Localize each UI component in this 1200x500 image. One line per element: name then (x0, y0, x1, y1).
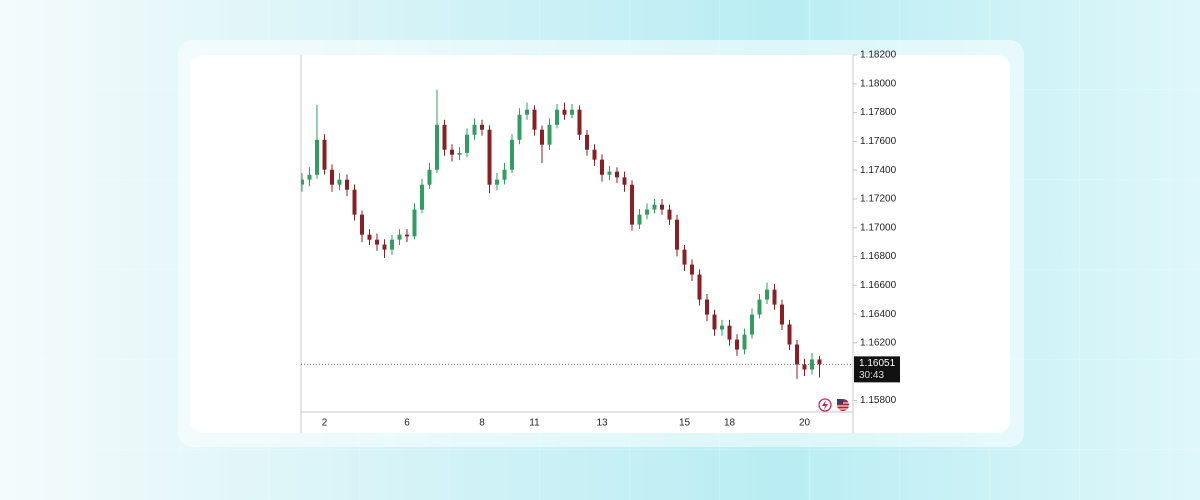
candle-body (495, 179, 499, 185)
candle-body (427, 169, 432, 185)
x-tick-label: 11 (529, 418, 540, 429)
candle-body (435, 124, 439, 170)
x-tick-label: 2 (322, 418, 328, 429)
candle-body (457, 152, 462, 155)
candle-body (795, 344, 799, 365)
candle-body (660, 204, 664, 210)
candle-body (337, 179, 342, 185)
y-tick-label: 1.17000 (860, 222, 897, 233)
countdown-label: 30:43 (859, 370, 884, 381)
candle-body (420, 184, 424, 210)
last-price-label: 1.16051 (859, 358, 896, 369)
candle-body (645, 209, 649, 215)
candle-body (465, 134, 469, 153)
y-tick-label: 1.16800 (860, 251, 897, 262)
y-tick-label: 1.16600 (860, 280, 897, 291)
candle-body (757, 299, 762, 315)
candle-body (390, 239, 394, 250)
flag-canton (837, 399, 843, 404)
candle-body (622, 177, 627, 185)
candle-body (727, 325, 732, 340)
candle-body (487, 129, 492, 185)
y-tick-label: 1.17600 (860, 136, 897, 147)
candle-body (780, 304, 784, 325)
candle-body (585, 134, 589, 150)
candle-body (547, 124, 552, 145)
candle-body (787, 324, 792, 345)
candle-body (750, 314, 754, 335)
event-icon-bolt (822, 400, 828, 410)
chart-card (190, 55, 1010, 433)
x-tick-label: 13 (596, 418, 608, 429)
y-tick-label: 1.17400 (860, 165, 897, 176)
candle-body (442, 124, 447, 150)
y-tick-label: 1.18000 (860, 78, 897, 89)
candle-body (607, 171, 612, 175)
candle-body (802, 364, 807, 370)
y-tick-label: 1.18200 (860, 50, 897, 61)
candle-body (322, 139, 327, 170)
candle-body (765, 289, 769, 300)
candle-body (352, 189, 357, 215)
candle-body (397, 234, 402, 240)
candle-body (682, 249, 687, 265)
candle-body (652, 204, 657, 210)
candle-body (367, 234, 372, 240)
candle-body (480, 124, 484, 130)
candle-body (577, 109, 582, 135)
candle-body (712, 314, 717, 330)
candle-body (532, 109, 537, 130)
last-price-box (854, 356, 900, 383)
y-tick-label: 1.16200 (860, 338, 897, 349)
candle-body (502, 169, 507, 180)
candle-body (315, 139, 319, 175)
candle-body (772, 289, 777, 305)
x-tick-label: 8 (479, 418, 485, 429)
y-tick-label: 1.17800 (860, 107, 897, 118)
candle-body (472, 124, 477, 135)
candle-body (637, 214, 642, 225)
candle-body (705, 299, 709, 315)
x-tick-label: 20 (799, 418, 811, 429)
candle-body (525, 109, 529, 115)
x-tick-label: 6 (404, 418, 410, 429)
candle-body (570, 109, 574, 115)
candle-body (592, 149, 597, 160)
candle-body (382, 244, 387, 250)
x-tick-label: 15 (679, 418, 691, 429)
candle-body (675, 219, 679, 250)
candle-body (615, 171, 619, 178)
candle-body (742, 334, 747, 350)
candle-body (562, 109, 567, 115)
candle-body (450, 149, 454, 155)
candle-body (667, 209, 672, 220)
candle-body (555, 109, 559, 125)
candle-body (375, 239, 379, 245)
y-tick-label: 1.16400 (860, 309, 897, 320)
candle-body (690, 264, 694, 275)
candle-body (720, 325, 724, 330)
candle-body (412, 209, 417, 237)
candle-body (345, 179, 349, 190)
candle-body (817, 359, 822, 365)
candle-body (630, 184, 634, 225)
x-tick-label: 18 (724, 418, 736, 429)
candle-body (301, 179, 304, 185)
candles (301, 89, 822, 379)
candle-body (330, 169, 334, 185)
candle-body (360, 214, 364, 235)
candle-body (735, 339, 739, 350)
y-tick-label: 1.17200 (860, 194, 897, 205)
y-tick-label: 1.15800 (860, 395, 897, 406)
candle-body (600, 159, 604, 175)
candle-body (405, 234, 409, 237)
candle-body (697, 274, 702, 300)
candle-body (307, 174, 312, 180)
candle-body (510, 139, 514, 170)
candle-body (517, 114, 522, 140)
candle-body (540, 129, 544, 145)
